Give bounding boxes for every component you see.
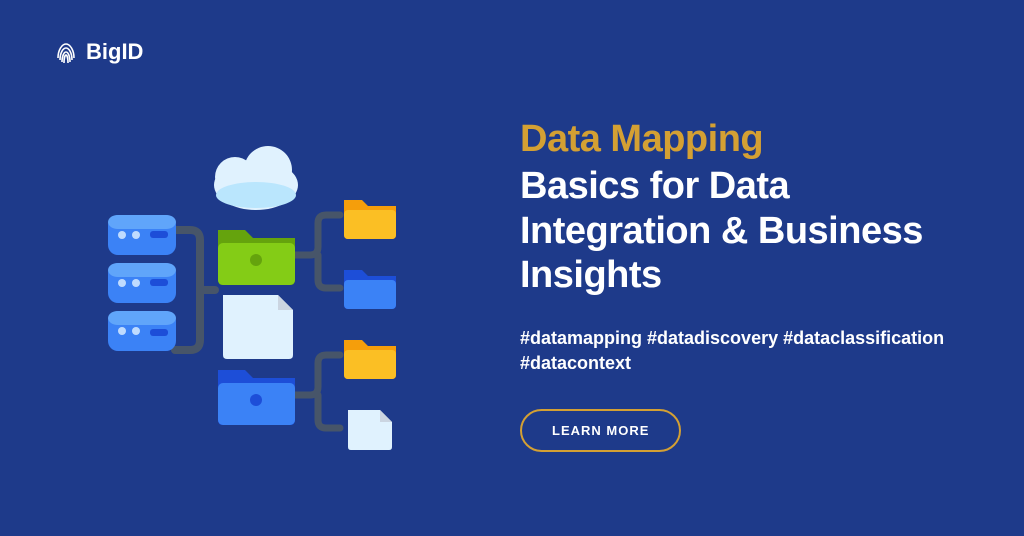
- folder-orange-small-icon: [344, 200, 396, 239]
- folder-orange-small-icon-2: [344, 340, 396, 379]
- hashtags-text: #datamapping #datadiscovery #dataclassif…: [520, 326, 980, 376]
- document-icon: [223, 295, 293, 359]
- data-mapping-illustration: [100, 125, 430, 455]
- cloud-icon: [214, 146, 298, 210]
- heading-highlight: Data Mapping: [520, 118, 980, 162]
- brand-logo: BigID: [52, 38, 143, 66]
- fingerprint-icon: [52, 38, 80, 66]
- server-icon: [108, 215, 176, 351]
- main-content: Data Mapping Basics for Data Integration…: [520, 118, 980, 452]
- learn-more-button[interactable]: LEARN MORE: [520, 409, 681, 452]
- document-small-icon: [348, 410, 392, 450]
- folder-blue-small-icon: [344, 270, 396, 309]
- folder-green-icon: [218, 230, 295, 285]
- heading-main: Basics for Data Integration & Business I…: [520, 164, 980, 298]
- logo-text: BigID: [86, 39, 143, 65]
- folder-blue-icon: [218, 370, 295, 425]
